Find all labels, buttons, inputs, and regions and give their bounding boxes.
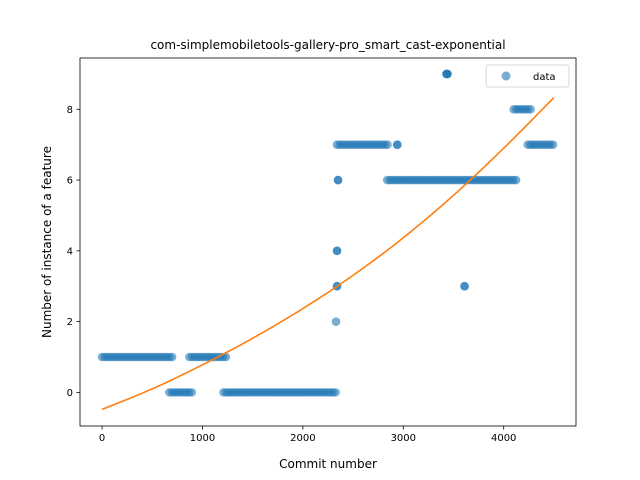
- y-tick-label: 6: [67, 176, 73, 187]
- y-axis-ticks: 0 2 4 6 8: [67, 105, 80, 399]
- scatter-segment: [97, 352, 177, 362]
- x-tick-label: 2000: [290, 433, 315, 444]
- scatter-segment: [332, 140, 392, 149]
- data-point: [383, 140, 392, 149]
- data-point: [221, 352, 231, 362]
- data-point: [460, 281, 469, 291]
- y-tick-label: 0: [67, 388, 73, 399]
- y-axis-label: Number of instance of a feature: [40, 146, 54, 338]
- x-tick-label: 1000: [190, 433, 215, 444]
- legend-label-data: data: [533, 72, 556, 83]
- x-tick-label: 3000: [391, 433, 416, 444]
- scatter-segment: [165, 388, 197, 397]
- data-point: [392, 140, 402, 149]
- data-point: [167, 352, 177, 362]
- scatter-segment: [219, 388, 340, 397]
- data-point: [526, 105, 535, 114]
- scatter-segment: [523, 140, 558, 149]
- plot-frame: [79, 57, 577, 427]
- legend: data: [485, 64, 570, 88]
- data-point: [187, 388, 197, 397]
- fit-curve: [101, 97, 555, 411]
- y-tick-label: 2: [67, 317, 73, 328]
- x-axis-ticks: 0 1000 2000 3000 4000: [99, 426, 516, 444]
- data-point: [331, 317, 341, 326]
- x-tick-label: 0: [99, 433, 105, 444]
- data-point: [511, 175, 521, 185]
- data-point: [332, 246, 342, 256]
- x-axis-label: Commit number: [279, 457, 377, 471]
- plot-area: [97, 69, 558, 411]
- data-point: [331, 388, 340, 397]
- scatter-segment: [185, 352, 231, 362]
- scatter-segment: [509, 105, 535, 114]
- data-point: [548, 140, 558, 149]
- data-point: [333, 175, 343, 185]
- legend-marker-data: [501, 71, 511, 81]
- x-tick-label: 4000: [491, 433, 516, 444]
- y-tick-label: 4: [67, 246, 73, 257]
- y-tick-label: 8: [67, 105, 73, 116]
- data-point: [443, 69, 452, 79]
- chart-title: com-simplemobiletools-gallery-pro_smart_…: [150, 38, 505, 52]
- legend-box: [485, 64, 570, 88]
- scatter-segment: [382, 175, 521, 185]
